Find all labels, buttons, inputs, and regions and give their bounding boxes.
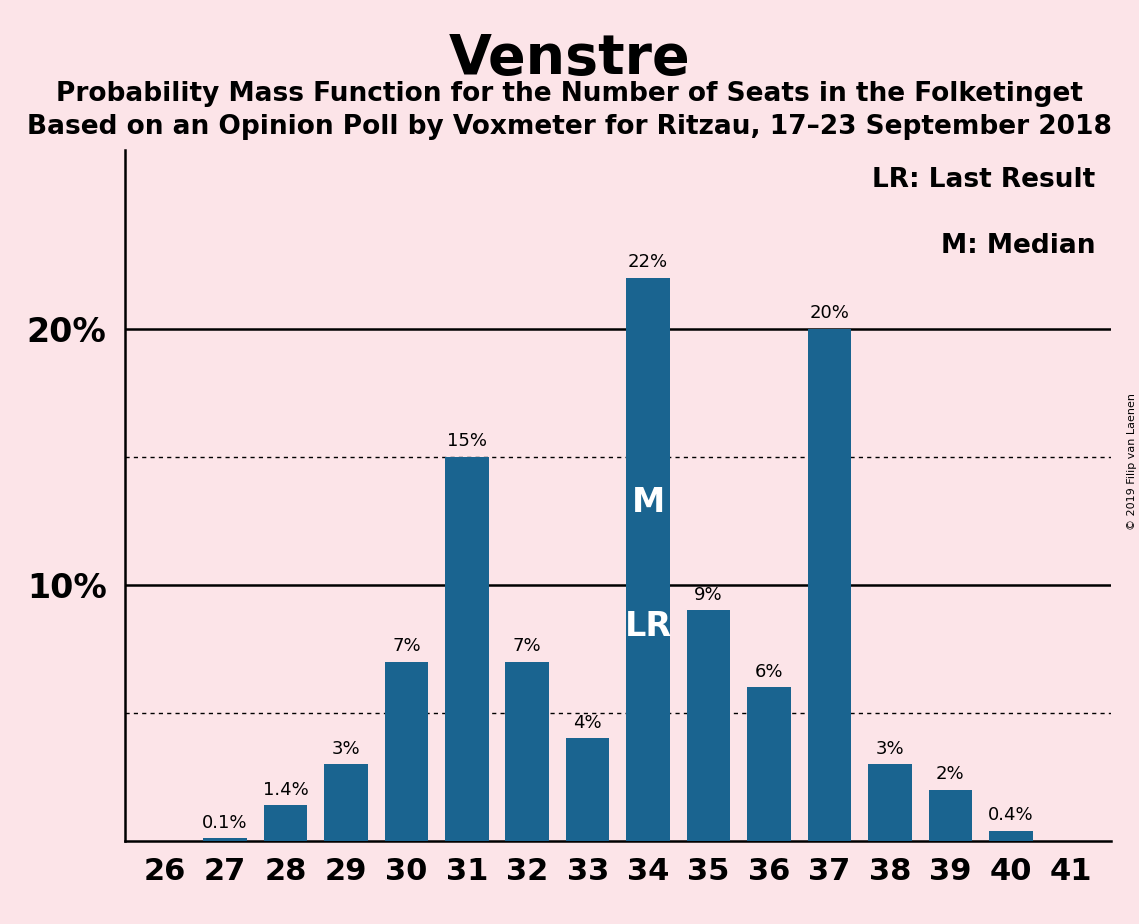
- Text: 15%: 15%: [446, 432, 486, 451]
- Text: © 2019 Filip van Laenen: © 2019 Filip van Laenen: [1126, 394, 1137, 530]
- Text: M: Median: M: Median: [941, 233, 1096, 259]
- Bar: [385, 662, 428, 841]
- Bar: [566, 738, 609, 841]
- Text: 7%: 7%: [392, 638, 420, 655]
- Bar: [325, 764, 368, 841]
- Text: 2%: 2%: [936, 765, 965, 784]
- Text: LR: LR: [624, 611, 672, 643]
- Text: 6%: 6%: [755, 663, 784, 681]
- Text: 20%: 20%: [810, 305, 850, 322]
- Text: Venstre: Venstre: [449, 32, 690, 86]
- Text: 4%: 4%: [573, 714, 603, 732]
- Bar: [808, 329, 851, 841]
- Text: 9%: 9%: [695, 586, 723, 604]
- Text: 7%: 7%: [513, 638, 541, 655]
- Text: 0.4%: 0.4%: [988, 807, 1033, 824]
- Bar: [687, 611, 730, 841]
- Text: LR: Last Result: LR: Last Result: [872, 167, 1096, 193]
- Text: Probability Mass Function for the Number of Seats in the Folketinget: Probability Mass Function for the Number…: [56, 81, 1083, 107]
- Bar: [506, 662, 549, 841]
- Text: 0.1%: 0.1%: [203, 814, 248, 832]
- Text: M: M: [631, 486, 665, 519]
- Text: 22%: 22%: [628, 253, 669, 272]
- Bar: [868, 764, 911, 841]
- Bar: [928, 790, 972, 841]
- Text: Based on an Opinion Poll by Voxmeter for Ritzau, 17–23 September 2018: Based on an Opinion Poll by Voxmeter for…: [27, 114, 1112, 140]
- Bar: [203, 838, 247, 841]
- Text: 3%: 3%: [876, 739, 904, 758]
- Bar: [626, 278, 670, 841]
- Text: 1.4%: 1.4%: [263, 781, 309, 798]
- Bar: [264, 805, 308, 841]
- Text: 3%: 3%: [331, 739, 360, 758]
- Bar: [989, 831, 1033, 841]
- Bar: [747, 687, 790, 841]
- Bar: [445, 456, 489, 841]
